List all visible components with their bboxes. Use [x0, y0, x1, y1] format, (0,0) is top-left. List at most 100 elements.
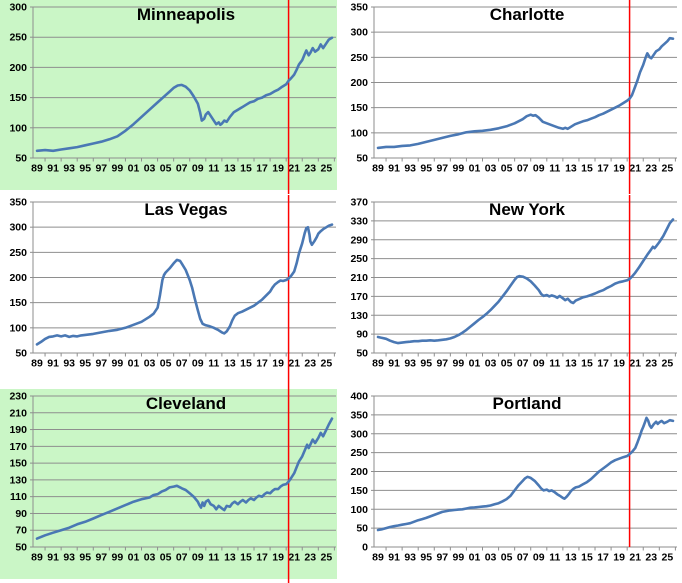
x-axis-label: 95 — [79, 358, 91, 370]
y-axis-label: 370 — [350, 197, 368, 209]
x-axis-label: 03 — [144, 163, 156, 175]
y-axis-label: 100 — [9, 322, 27, 334]
x-axis-label: 09 — [533, 163, 545, 175]
y-axis-label: 50 — [15, 542, 27, 554]
y-axis-label: 100 — [9, 122, 27, 134]
x-axis-label: 93 — [404, 552, 416, 564]
chart-svg: 50 100 150 200 250 300 89 91 93 95 97 99 01 03 05 07 09 1… — [0, 0, 337, 194]
x-axis-label: 93 — [63, 163, 75, 175]
y-axis-label: 300 — [350, 428, 368, 440]
x-axis-label: 01 — [128, 163, 140, 175]
x-axis-label: 21 — [629, 552, 641, 564]
y-axis-label: 130 — [350, 310, 368, 322]
price-index-line — [35, 36, 334, 153]
y-axis-label: 350 — [350, 409, 368, 421]
x-axis-label: 97 — [436, 163, 448, 175]
y-axis-label: 170 — [9, 441, 27, 453]
x-axis-label: 01 — [469, 358, 481, 370]
x-axis-label: 91 — [47, 358, 59, 370]
x-axis-label: 89 — [372, 163, 384, 175]
x-axis-label: 19 — [613, 552, 625, 564]
x-axis-label: 05 — [160, 552, 172, 564]
y-axis-label: 50 — [356, 348, 368, 360]
chart-svg: 50 100 150 200 250 300 350 89 91 93 95 97 99 01 03 05 07… — [9, 195, 336, 389]
x-axis-label: 11 — [208, 552, 219, 564]
x-axis-label: 01 — [128, 552, 140, 564]
y-axis-label: 130 — [9, 474, 27, 486]
chart-title: Portland — [493, 394, 562, 413]
x-axis-label: 91 — [388, 163, 400, 175]
y-axis-label: 210 — [350, 272, 368, 284]
price-index-line — [376, 36, 675, 150]
x-axis-label: 17 — [256, 552, 268, 564]
y-axis-label: 110 — [10, 491, 27, 503]
x-axis-label: 15 — [240, 358, 252, 370]
x-axis-label: 23 — [304, 552, 316, 564]
x-axis-label: 21 — [288, 163, 300, 175]
x-axis-label: 93 — [404, 163, 416, 175]
chart-title: Charlotte — [490, 5, 565, 24]
x-axis-label: 97 — [436, 358, 448, 370]
chart-panel-new-york: 50 90 130 170 210 250 290 330 370 89 91 93 95 97 99 01 0… — [341, 195, 682, 389]
x-axis-label: 89 — [372, 552, 384, 564]
x-axis-label: 13 — [565, 552, 577, 564]
x-axis-label: 17 — [256, 358, 268, 370]
y-axis-label: 150 — [9, 92, 27, 104]
y-axis-label: 250 — [9, 32, 27, 44]
x-axis-label: 21 — [629, 358, 641, 370]
x-axis-label: 03 — [485, 358, 497, 370]
x-axis-label: 95 — [420, 552, 432, 564]
y-axis-label: 350 — [350, 2, 368, 14]
price-index-line — [376, 416, 675, 532]
y-axis-label: 290 — [350, 234, 368, 246]
chart-panel-minneapolis: 50 100 150 200 250 300 89 91 93 95 97 99 01 03 05 07 09 1… — [0, 0, 341, 195]
chart-panel-cleveland: 50 70 90 110 130 150 170 190 210 230 89 91 93 95 97 99 0… — [0, 389, 341, 583]
chart-title: Las Vegas — [144, 200, 227, 219]
y-axis-label: 300 — [350, 27, 368, 39]
x-axis-label: 91 — [47, 163, 59, 175]
x-axis-label: 97 — [95, 358, 107, 370]
x-axis-label: 11 — [549, 552, 560, 564]
x-axis-label: 91 — [47, 552, 59, 564]
y-axis-label: 150 — [9, 297, 27, 309]
x-axis-label: 15 — [240, 163, 252, 175]
x-axis-label: 13 — [224, 358, 236, 370]
x-axis-label: 97 — [95, 163, 107, 175]
x-axis-label: 25 — [662, 358, 674, 370]
x-axis-label: 15 — [581, 163, 593, 175]
x-axis-label: 95 — [79, 163, 91, 175]
x-axis-label: 05 — [160, 358, 172, 370]
x-axis-label: 15 — [240, 552, 252, 564]
chart-svg: 50 100 150 200 250 300 350 89 91 93 95 97 99 01 03 05 07… — [350, 0, 677, 194]
y-axis-label: 0 — [362, 542, 368, 554]
x-axis-label: 11 — [208, 163, 219, 175]
x-axis-label: 13 — [565, 163, 577, 175]
x-axis-label: 01 — [469, 163, 481, 175]
x-axis-label: 07 — [517, 163, 529, 175]
x-axis-label: 25 — [662, 163, 674, 175]
y-axis-label: 400 — [350, 391, 368, 403]
x-axis-label: 93 — [404, 358, 416, 370]
y-axis-label: 100 — [350, 127, 368, 139]
x-axis-label: 07 — [176, 163, 188, 175]
y-axis-label: 350 — [9, 197, 27, 209]
x-axis-label: 89 — [31, 358, 43, 370]
x-axis-label: 03 — [144, 358, 156, 370]
x-axis-label: 07 — [517, 552, 529, 564]
x-axis-label: 03 — [485, 163, 497, 175]
x-axis-label: 91 — [388, 358, 400, 370]
x-axis-label: 99 — [453, 358, 465, 370]
y-axis-label: 300 — [9, 222, 27, 234]
x-axis-label: 21 — [288, 552, 300, 564]
chart-svg: 50 90 130 170 210 250 290 330 370 89 91 93 95 97 99 01 0… — [350, 195, 677, 389]
y-axis-label: 90 — [356, 329, 368, 341]
y-axis-label: 150 — [9, 458, 27, 470]
x-axis-label: 09 — [192, 552, 204, 564]
y-axis-label: 250 — [350, 447, 368, 459]
y-axis-label: 150 — [350, 102, 368, 114]
x-axis-label: 05 — [501, 358, 513, 370]
x-axis-label: 19 — [272, 163, 284, 175]
x-axis-label: 01 — [128, 358, 140, 370]
x-axis-label: 11 — [208, 358, 219, 370]
